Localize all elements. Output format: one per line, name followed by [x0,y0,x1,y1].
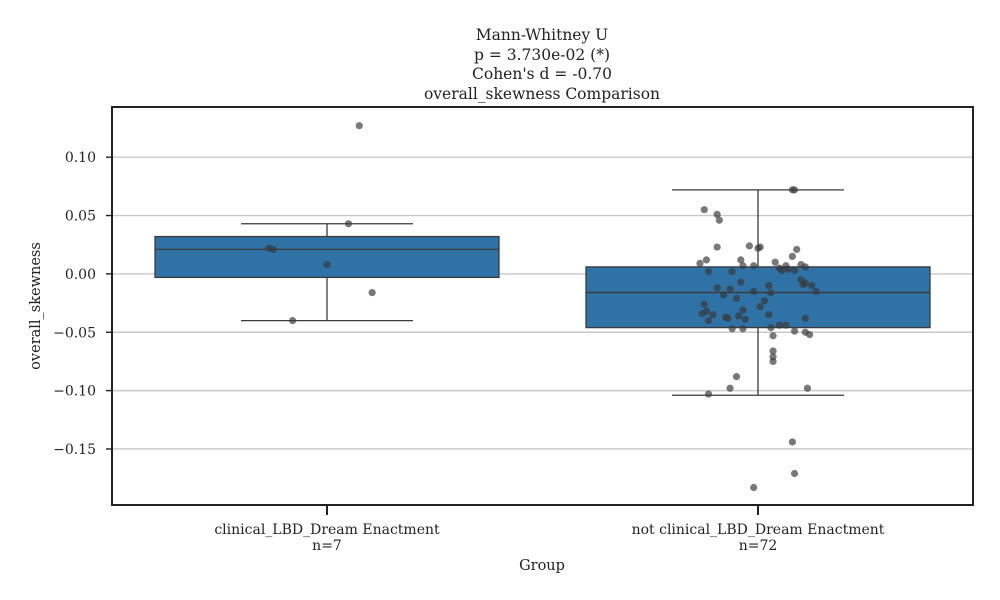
data-point [788,252,797,260]
data-point [739,306,747,314]
data-point [750,262,758,270]
data-point [801,314,809,322]
data-point [769,357,777,366]
x-tick-count-label: n=72 [739,538,778,554]
data-point [704,267,713,276]
data-point [806,330,814,339]
data-point [368,288,376,297]
y-tick-label: 0.00 [65,267,96,283]
data-point [782,321,790,329]
y-tick-label: −0.10 [53,384,96,400]
title-line-3: Cohen's d = -0.70 [472,65,612,83]
data-point [709,311,717,319]
data-point [726,285,734,293]
plot-area-frame [111,106,974,506]
data-points [265,122,820,492]
data-point [767,288,775,297]
data-point [769,332,777,340]
data-point [750,287,758,296]
title-line-4: overall_skewness Comparison [424,85,660,103]
data-point [713,210,721,218]
data-point [702,256,711,264]
data-point [769,347,777,355]
data-point [713,284,721,292]
data-point [801,263,809,271]
data-point [784,265,792,273]
y-tick-label: −0.15 [53,442,96,458]
iqr-box [585,266,931,329]
data-point [732,373,741,381]
data-point [355,122,363,130]
y-tick-label: 0.10 [65,150,96,166]
box-group [154,223,500,322]
data-point [793,245,801,253]
data-point [700,300,708,308]
x-axis-label: Group [519,558,565,574]
data-point [713,243,721,251]
data-point [289,316,297,325]
data-point [735,312,743,320]
data-point [767,323,775,332]
data-point [704,316,713,325]
data-point [704,390,713,398]
data-point [720,291,728,299]
data-point [750,483,758,492]
data-point [269,245,277,253]
data-point [788,438,797,446]
data-point [323,260,331,269]
data-point [808,281,816,290]
data-point [741,315,749,324]
data-point [756,243,764,251]
data-point [765,311,773,319]
data-point [790,327,799,335]
data-point [737,256,745,264]
data-point [698,309,706,318]
data-point [760,297,769,305]
data-point [739,325,747,333]
y-axis-label: overall_skewness [28,242,44,370]
x-tick-label: not clinical_LBD_Dream Enactment [632,522,885,538]
data-point [739,262,747,270]
x-tick-label: clinical_LBD_Dream Enactment [214,522,440,538]
data-point [799,280,807,289]
data-point [765,281,773,290]
data-point [344,220,353,228]
data-point [771,258,779,266]
data-point [724,314,732,322]
title-line-2: p = 3.730e-02 (*) [474,46,610,64]
boxes [154,189,931,396]
data-point [790,186,799,194]
data-point [812,287,820,296]
data-point [775,321,784,329]
y-tick-label: −0.05 [53,325,96,341]
data-point [728,325,736,333]
data-point [756,302,764,311]
data-point [728,267,736,276]
data-point [696,259,704,267]
data-point [715,216,723,224]
data-point [803,384,812,392]
data-point [732,294,741,303]
y-tick-label: 0.05 [65,209,96,225]
data-point [778,266,786,275]
x-tick-count-label: n=7 [312,538,342,554]
data-point [790,469,799,478]
iqr-box [154,235,500,279]
data-point [700,206,708,214]
title-line-1: Mann-Whitney U [476,26,608,44]
data-point [790,266,799,275]
data-point [737,278,745,286]
y-axis-ticks: 0.10 0.05 0.00 −0.05 −0.10 −0.15 [53,150,112,458]
chart-title: Mann-Whitney U p = 3.730e-02 (*) Cohen's… [424,26,660,103]
data-point [726,384,734,392]
box-group [585,189,931,396]
data-point [745,242,754,250]
